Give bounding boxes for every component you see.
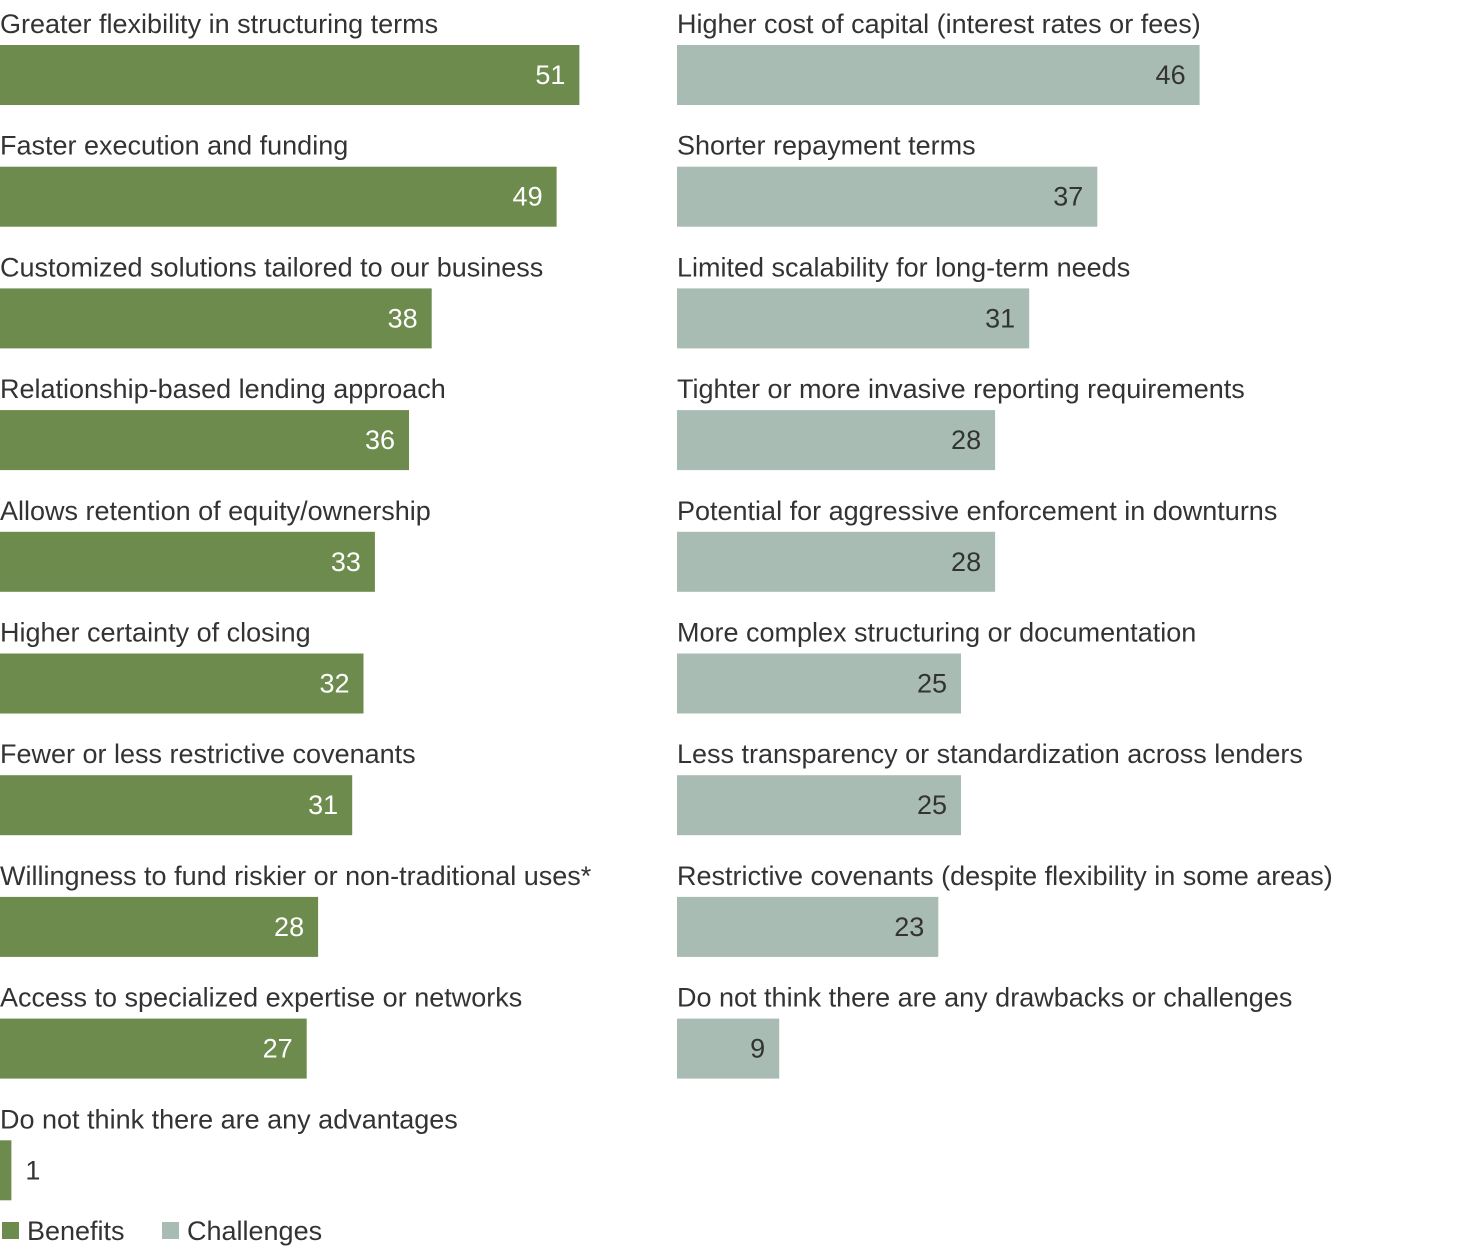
data-label: 31	[985, 303, 1015, 333]
category-label: Potential for aggressive enforcement in …	[677, 496, 1277, 526]
data-label: 51	[535, 60, 565, 90]
category-label: Shorter repayment terms	[677, 131, 976, 161]
bar	[677, 775, 961, 836]
category-label: Greater flexibility in structuring terms	[0, 9, 438, 39]
category-label: Limited scalability for long-term needs	[677, 252, 1130, 282]
bar	[0, 775, 353, 836]
bar	[677, 45, 1200, 105]
data-label: 32	[319, 669, 349, 699]
data-label: 25	[917, 669, 947, 699]
category-label: Access to specialized expertise or netwo…	[0, 983, 522, 1013]
data-label: 28	[951, 425, 981, 455]
data-label: 49	[513, 182, 543, 212]
bar	[677, 653, 961, 714]
bar	[677, 896, 939, 957]
legend-swatch-challenges	[162, 1222, 179, 1239]
data-label: 31	[308, 790, 338, 820]
data-label: 1	[25, 1155, 40, 1185]
data-label: 36	[365, 425, 395, 455]
benefits-panel: Greater flexibility in structuring terms…	[0, 9, 592, 1201]
category-label: Higher certainty of closing	[0, 618, 311, 648]
data-label: 25	[917, 790, 947, 820]
category-label: Willingness to fund riskier or non-tradi…	[0, 861, 592, 891]
data-label: 46	[1156, 60, 1186, 90]
data-label: 23	[894, 912, 924, 942]
bar	[677, 288, 1030, 349]
legend-label-benefits: Benefits	[27, 1216, 125, 1246]
legend: Benefits Challenges	[2, 1216, 322, 1246]
category-label: Do not think there are any advantages	[0, 1104, 458, 1134]
bar	[0, 410, 409, 471]
category-label: Less transparency or standardization acr…	[677, 739, 1303, 769]
category-label: Tighter or more invasive reporting requi…	[677, 374, 1245, 404]
data-label: 27	[263, 1034, 293, 1064]
challenges-panel: Higher cost of capital (interest rates o…	[677, 9, 1333, 1079]
bar	[0, 45, 580, 105]
category-label: Fewer or less restrictive covenants	[0, 739, 416, 769]
legend-swatch-benefits	[2, 1222, 19, 1239]
bar	[0, 896, 319, 957]
bar	[677, 166, 1098, 227]
bar	[0, 1140, 12, 1201]
data-label: 37	[1053, 182, 1083, 212]
legend-label-challenges: Challenges	[187, 1216, 322, 1246]
data-label: 28	[951, 547, 981, 577]
category-label: More complex structuring or documentatio…	[677, 618, 1196, 648]
data-label: 28	[274, 912, 304, 942]
category-label: Do not think there are any drawbacks or …	[677, 983, 1292, 1013]
category-label: Faster execution and funding	[0, 131, 348, 161]
category-label: Customized solutions tailored to our bus…	[0, 252, 543, 282]
bar	[0, 1018, 307, 1079]
category-label: Allows retention of equity/ownership	[0, 496, 431, 526]
bar	[0, 653, 364, 714]
bar	[677, 410, 996, 471]
bar	[677, 531, 996, 592]
category-label: Restrictive covenants (despite flexibili…	[677, 861, 1333, 891]
category-label: Relationship-based lending approach	[0, 374, 446, 404]
category-label: Higher cost of capital (interest rates o…	[677, 9, 1201, 39]
data-label: 9	[750, 1034, 765, 1064]
bar	[677, 1018, 780, 1079]
bar	[0, 288, 432, 349]
bar	[0, 166, 557, 227]
data-label: 38	[388, 303, 418, 333]
data-label: 33	[331, 547, 361, 577]
bar	[0, 531, 375, 592]
